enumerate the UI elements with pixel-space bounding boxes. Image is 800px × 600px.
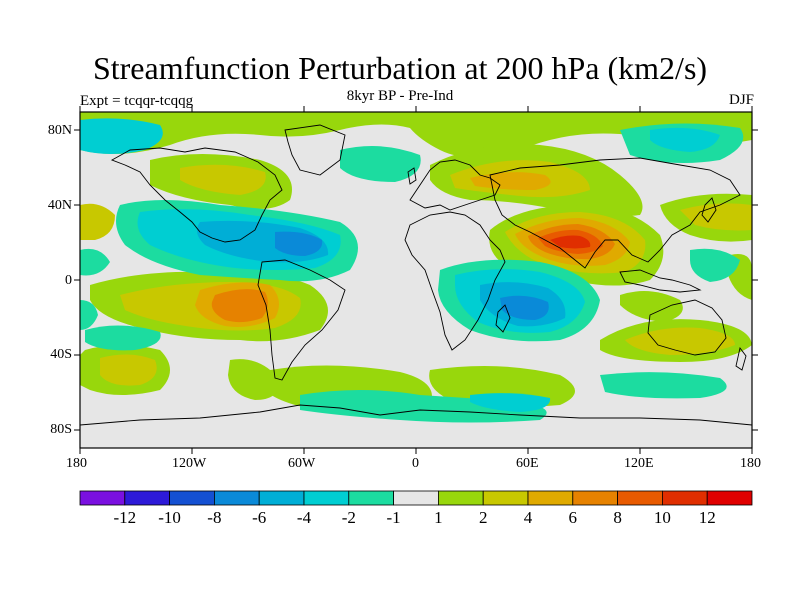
- map-frame: [74, 106, 758, 454]
- negative-region-africa-l4: [500, 295, 549, 320]
- colorbar-swatch: [303, 490, 350, 506]
- north-america-coast: [110, 147, 283, 243]
- lat-ticks-left: [74, 129, 80, 431]
- positive-region-asia-l6: [550, 235, 591, 249]
- colorbar-label: -1: [386, 508, 401, 527]
- negative-region-siberia-core: [650, 127, 720, 152]
- negative-region-southern-band-core: [470, 393, 551, 412]
- lon-ticks-bottom: [79, 448, 753, 454]
- indonesia-coast: [619, 269, 702, 293]
- lon-label-60e: 60E: [516, 456, 539, 471]
- negative-region-west-south: [80, 300, 98, 330]
- colorbar-swatch: [258, 490, 305, 506]
- positive-region-npacific-core: [680, 203, 752, 231]
- madagascar-coast: [495, 304, 511, 333]
- colorbar-swatch: [124, 490, 171, 506]
- colorbar-swatch: [662, 490, 708, 506]
- season-label: DJF: [728, 92, 754, 108]
- colorbar-swatch: [437, 490, 484, 506]
- colorbar-label: -8: [207, 508, 222, 527]
- lon-label-180w: 180: [66, 456, 87, 471]
- europe-coast: [409, 159, 501, 211]
- colorbar-label: 6: [568, 508, 578, 527]
- lat-label-80s: 80S: [50, 422, 72, 437]
- lon-ticks-top: [79, 106, 753, 112]
- australia-coast: [647, 299, 727, 356]
- positive-region-arctic: [80, 112, 752, 158]
- lat-label-40n: 40N: [47, 198, 72, 213]
- greenland-coast: [284, 124, 346, 176]
- colorbar-swatch: [393, 490, 439, 506]
- colorbar-label: 2: [478, 508, 488, 527]
- negative-region-atlantic-north: [340, 146, 421, 182]
- coastlines: [80, 124, 752, 426]
- lon-label-60w: 60W: [288, 456, 316, 471]
- experiment-label: Expt = tcqqr-tcqqg: [80, 93, 194, 109]
- positive-region-indian-south: [620, 291, 683, 322]
- colorbar-swatch: [482, 490, 529, 506]
- positive-region-spacific-l4: [211, 289, 268, 323]
- colorbar-swatch: [169, 490, 215, 506]
- colorbar-label: 10: [653, 508, 671, 527]
- negative-region-southern-band: [300, 390, 547, 423]
- positive-region-west-edge: [80, 203, 115, 240]
- colorbar-swatch: [79, 490, 126, 506]
- positive-region-ssouth-pacific-core: [100, 354, 157, 386]
- negative-region-se-pacific: [600, 372, 727, 399]
- lat-label-80n: 80N: [47, 123, 72, 138]
- colorbar-swatch: [617, 490, 663, 506]
- colorbar-label: -4: [296, 508, 312, 527]
- negative-region-east-tropics: [690, 248, 740, 282]
- colorbar-label: 12: [698, 508, 716, 527]
- colorbar-label: -10: [158, 508, 181, 527]
- lat-ticks-right: [752, 129, 758, 431]
- south-america-coast: [257, 259, 346, 381]
- lat-label-40s: 40S: [50, 347, 72, 362]
- colorbar-label: 4: [523, 508, 533, 527]
- colorbar-label: -6: [252, 508, 267, 527]
- lon-label-120w: 120W: [172, 456, 207, 471]
- negative-region-south-americas: [85, 325, 161, 351]
- lon-label-0: 0: [412, 456, 419, 471]
- colorbar-swatch: [572, 490, 618, 506]
- colorbar-label: 1: [434, 508, 443, 527]
- lon-label-120e: 120E: [624, 456, 654, 471]
- colorbar-label: 8: [613, 508, 622, 527]
- colorbar-swatch: [213, 490, 260, 506]
- colorbar: [79, 490, 753, 506]
- lon-label-180e: 180: [740, 456, 761, 471]
- japan-coast: [701, 197, 717, 223]
- negative-region-nw: [80, 118, 163, 154]
- negative-region-west-tropics: [80, 248, 110, 276]
- lat-label-eq: 0: [65, 273, 72, 288]
- positive-region-natlantic-core: [180, 164, 266, 195]
- colorbar-label: -2: [341, 508, 356, 527]
- africa-coast: [404, 211, 506, 351]
- map-title: Streamfunction Perturbation at 200 hPa (…: [92, 50, 708, 86]
- new-zealand-coast: [735, 346, 747, 371]
- colorbar-swatch: [527, 490, 574, 506]
- contour-field: [80, 112, 752, 448]
- subtitle-label: 8kyr BP - Pre-Ind: [346, 88, 454, 104]
- asia-coast: [489, 157, 741, 269]
- colorbar-swatch: [348, 490, 394, 506]
- colorbar-label: -12: [113, 508, 137, 527]
- colorbar-swatch: [706, 490, 753, 506]
- negative-region-americas-l4: [275, 231, 323, 256]
- uk-coast: [407, 167, 417, 185]
- antarctica-coast: [80, 404, 752, 426]
- positive-region-australia-core: [625, 327, 735, 355]
- positive-region-satlantic-band: [228, 359, 280, 400]
